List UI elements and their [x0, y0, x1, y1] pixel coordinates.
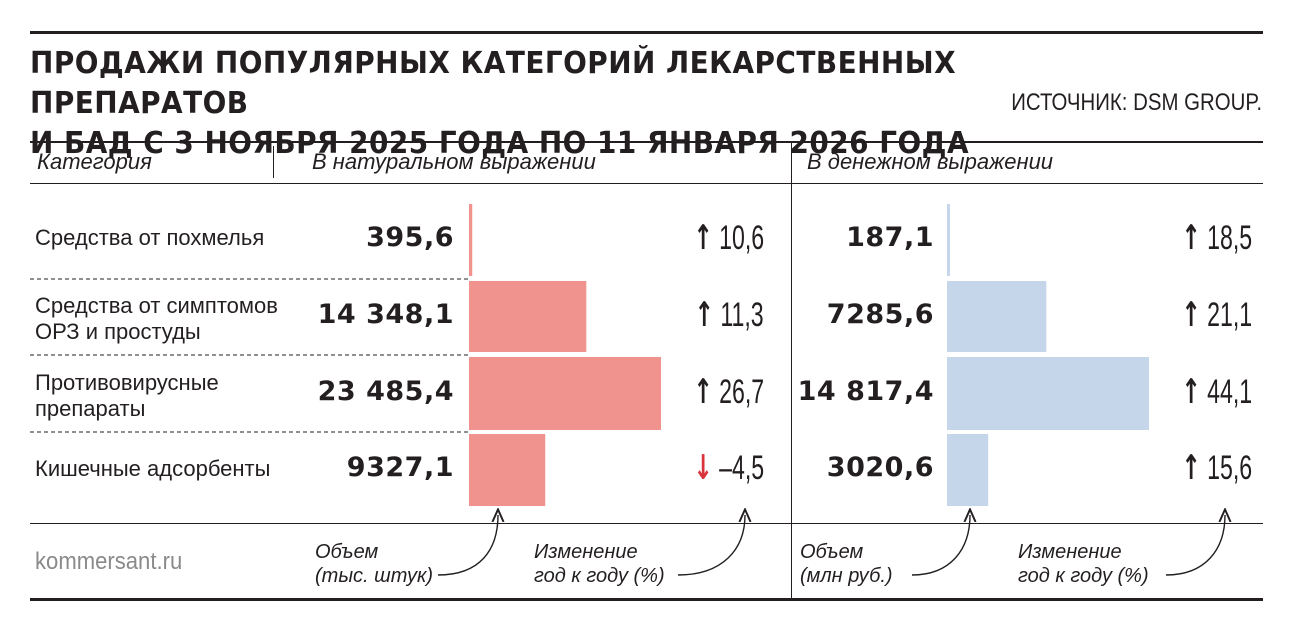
- value-label: 187,1: [846, 222, 934, 253]
- category-label: Средства от похмелья: [35, 225, 265, 250]
- bottom-rule: [30, 598, 1263, 601]
- note-change-money: Изменение год к году (%): [1018, 540, 1149, 588]
- change-label: ↑ 10,6: [693, 218, 764, 258]
- arrow-up-icon: ↑: [1181, 448, 1201, 488]
- arrow-up-icon: ↑: [1181, 294, 1201, 335]
- value-label: 14 348,1: [317, 298, 454, 330]
- value-label: 14 817,4: [797, 375, 934, 407]
- bar: [947, 281, 1047, 352]
- pointer-arrow-volume-natural: [437, 515, 498, 576]
- change-label: ↓ –4,5: [693, 448, 764, 488]
- change-label: ↑ 21,1: [1181, 295, 1252, 335]
- title-line-2: и БАД с 3 ноября 2025 года по 11 января …: [30, 126, 970, 161]
- bar: [469, 357, 661, 430]
- header-bottom-rule: [30, 183, 1263, 184]
- arrow-up-icon: ↑: [1181, 218, 1201, 258]
- value-label: 395,6: [366, 222, 454, 253]
- bar: [469, 281, 587, 352]
- value-label: 23 485,4: [317, 375, 454, 407]
- section-divider: [791, 141, 792, 598]
- note-line: Объем: [800, 541, 864, 563]
- header-divider: [273, 146, 274, 178]
- change-label: ↑ 18,5: [1181, 218, 1252, 258]
- change-value: 26,7: [712, 372, 764, 411]
- arrow-up-icon: ↑: [693, 218, 713, 258]
- change-label: ↑ 15,6: [1181, 448, 1252, 488]
- note-line: (тыс. штук): [315, 565, 434, 587]
- note-line: Объем: [315, 541, 379, 563]
- pointer-arrow-change-money: [1165, 515, 1225, 576]
- note-line: год к году (%): [1018, 565, 1149, 587]
- site-credit: kommersant.ru: [35, 548, 183, 575]
- note-change-natural: Изменение год к году (%): [534, 540, 665, 588]
- value-label: 9327,1: [346, 452, 454, 483]
- bar: [469, 204, 473, 276]
- bar: [947, 204, 950, 276]
- pointer-arrow-change-natural: [677, 515, 745, 576]
- column-header-category: Категория: [37, 149, 152, 174]
- source-label: ИСТОЧНИК: DSM GROUP.: [1011, 89, 1262, 116]
- note-line: год к году (%): [534, 565, 665, 587]
- category-label: Противовирусные препараты: [35, 370, 219, 421]
- header-top-rule: [30, 141, 1263, 143]
- title-line-1: Продажи популярных категорий лекарственн…: [30, 46, 957, 121]
- note-volume-natural: Объем (тыс. штук): [315, 540, 433, 588]
- change-value: 18,5: [1200, 219, 1252, 257]
- bar: [947, 357, 1149, 430]
- change-value: 44,1: [1200, 372, 1252, 411]
- category-label: Кишечные адсорбенты: [35, 456, 271, 481]
- arrow-up-icon: ↑: [1181, 371, 1201, 412]
- arrow-up-icon: ↑: [694, 294, 715, 335]
- change-value: –4,5: [712, 449, 764, 487]
- column-header-money: В денежном выражении: [807, 149, 1054, 174]
- value-label: 7285,6: [826, 298, 934, 330]
- arrow-down-icon: ↓: [693, 448, 713, 488]
- top-rule: [30, 31, 1263, 34]
- note-line: Изменение: [1018, 541, 1122, 563]
- change-label: ↑ 44,1: [1181, 372, 1252, 412]
- change-label: ↑ 11,3: [695, 295, 764, 335]
- note-line: Изменение: [534, 541, 638, 563]
- note-volume-money: Объем (млн руб.): [800, 540, 893, 588]
- chart-title: Продажи популярных категорий лекарственн…: [30, 44, 1146, 164]
- change-value: 11,3: [714, 295, 764, 334]
- note-line: (млн руб.): [800, 565, 893, 587]
- column-header-natural: В натуральном выражении: [312, 149, 596, 174]
- pointer-arrow-volume-money: [911, 515, 970, 576]
- category-label: Средства от симптомов ОРЗ и простуды: [35, 293, 278, 344]
- change-value: 21,1: [1200, 295, 1252, 334]
- arrow-up-icon: ↑: [693, 371, 713, 412]
- change-value: 15,6: [1200, 449, 1252, 487]
- change-value: 10,6: [712, 219, 764, 257]
- bar: [947, 434, 989, 506]
- table-bottom-rule: [30, 523, 1263, 524]
- change-label: ↑ 26,7: [693, 372, 764, 412]
- bar: [469, 434, 546, 506]
- value-label: 3020,6: [826, 452, 934, 483]
